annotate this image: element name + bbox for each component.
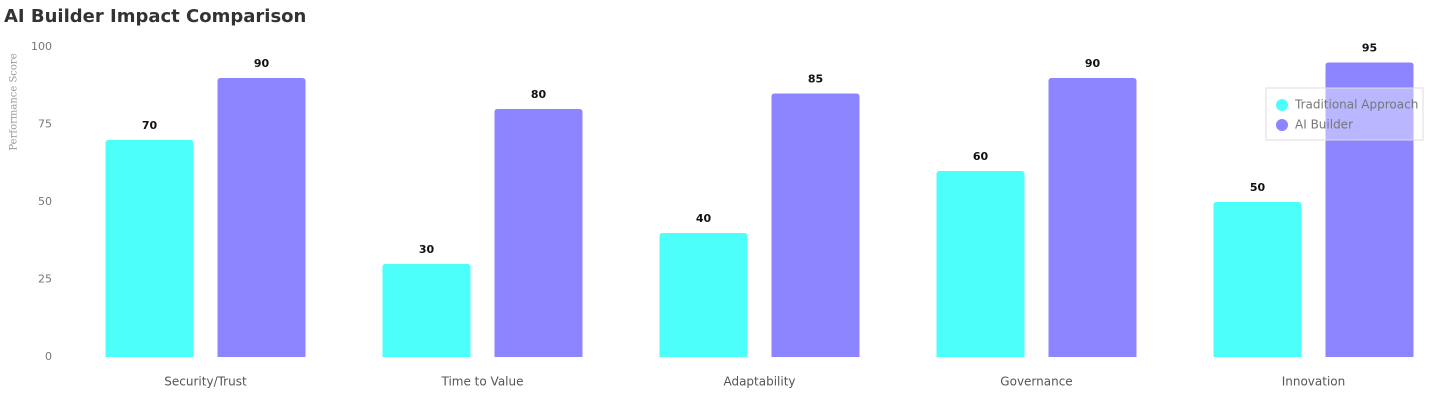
x-tick-label: Security/Trust (164, 375, 247, 389)
legend-box (1265, 87, 1424, 141)
x-tick-label: Time to Value (441, 375, 524, 389)
legend-label: AI Builder (1295, 118, 1353, 132)
bar (771, 93, 860, 357)
legend-label: Traditional Approach (1294, 98, 1418, 112)
bar (1325, 62, 1414, 357)
x-tick-label: Adaptability (723, 375, 795, 389)
bar (936, 171, 1025, 357)
x-tick-label: Innovation (1282, 375, 1346, 389)
bar (1213, 202, 1302, 357)
bar (659, 233, 748, 357)
value-label: 60 (973, 150, 989, 163)
bar (382, 264, 471, 357)
chart-title: AI Builder Impact Comparison (4, 6, 306, 27)
bar (217, 78, 306, 357)
y-axis-label: Performance Score (9, 53, 20, 150)
value-label: 95 (1362, 42, 1377, 55)
value-label: 40 (696, 212, 712, 225)
value-label: 90 (254, 57, 270, 70)
value-label: 90 (1085, 57, 1101, 70)
value-label: 80 (531, 88, 547, 101)
bar (494, 109, 583, 357)
bar (1048, 78, 1137, 357)
value-label: 85 (808, 73, 823, 86)
bar (105, 140, 194, 357)
legend-marker (1276, 119, 1288, 131)
value-label: 70 (142, 119, 158, 132)
value-label: 30 (419, 243, 435, 256)
y-tick-label: 75 (38, 118, 52, 131)
value-label: 50 (1250, 181, 1266, 194)
y-tick-label: 100 (31, 40, 52, 53)
y-tick-label: 25 (38, 273, 52, 286)
x-tick-label: Governance (1000, 375, 1072, 389)
legend-marker (1276, 99, 1288, 111)
y-tick-label: 50 (38, 195, 52, 208)
y-tick-label: 0 (45, 350, 52, 363)
